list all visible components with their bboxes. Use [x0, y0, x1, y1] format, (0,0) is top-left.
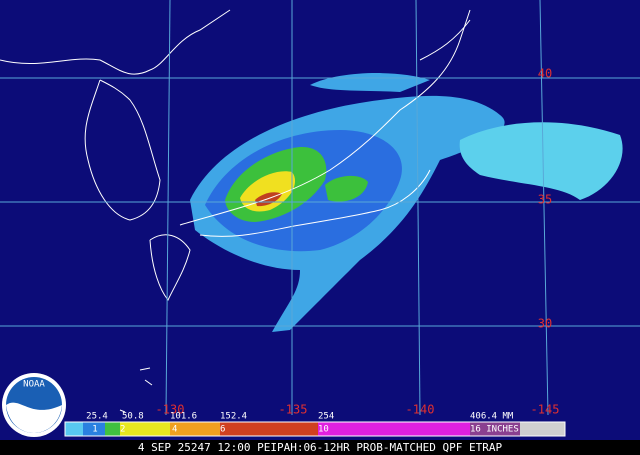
grid-line [415, 0, 421, 416]
mm-label: 406.4 MM [470, 412, 514, 422]
grid-line [165, 0, 171, 416]
logo-text: NOAA [23, 380, 45, 390]
rainfall-field [190, 73, 623, 333]
coastlines [0, 9, 471, 413]
inch-label: 2 [120, 425, 125, 435]
latitude-label: 35 [538, 193, 552, 207]
footer-bar [0, 440, 640, 455]
footer-caption: 4 SEP 25247 12:00 PEIPAH:06-12HR PROB-MA… [138, 441, 503, 454]
inch-label: 16 INCHES [470, 425, 519, 435]
mm-label: 50.8 [122, 412, 144, 422]
inch-label: 1 [92, 425, 97, 435]
mm-label: 254 [318, 412, 334, 422]
longitude-label: -145 [531, 403, 560, 417]
color-bar [64, 421, 566, 437]
inch-label: 10 [318, 425, 329, 435]
inch-label: 6 [220, 425, 225, 435]
graticule [0, 0, 640, 416]
grid-line [539, 0, 549, 416]
mm-label: 101.6 [170, 412, 197, 422]
noaa-logo: NOAA [2, 373, 66, 437]
mm-label: 25.4 [86, 412, 108, 422]
longitude-label: -135 [279, 403, 308, 417]
mm-label: 152.4 [220, 412, 247, 422]
latitude-label: 40 [538, 67, 552, 81]
latitude-label: 30 [538, 317, 552, 331]
longitude-label: -140 [406, 403, 435, 417]
inch-label: 4 [172, 425, 177, 435]
longitude-label: -130 [156, 403, 185, 417]
